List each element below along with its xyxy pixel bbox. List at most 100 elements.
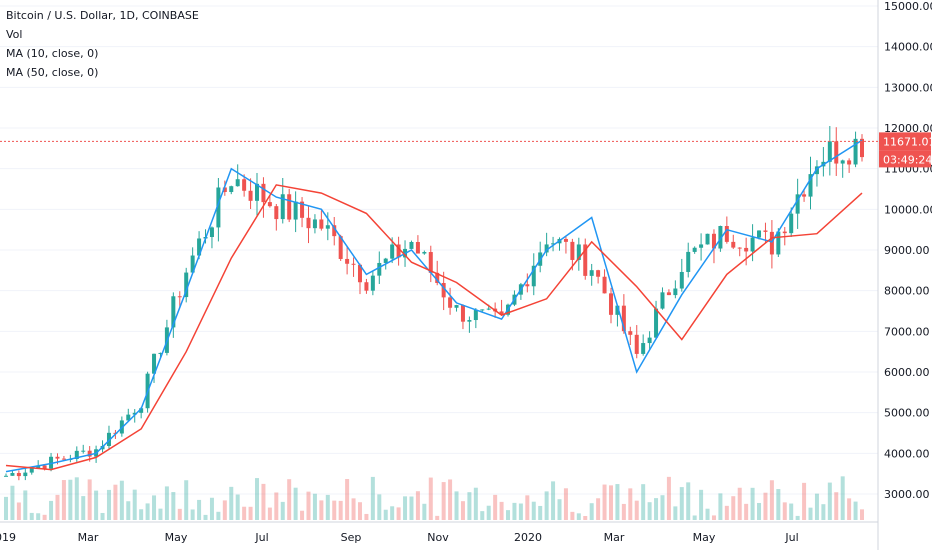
ma10-label[interactable]: MA (10, close, 0) bbox=[6, 47, 99, 60]
vol-label[interactable]: Vol bbox=[6, 28, 23, 41]
candle-body bbox=[415, 241, 420, 254]
candle-body bbox=[10, 472, 15, 476]
volume-bar bbox=[203, 514, 208, 520]
candle-body bbox=[583, 244, 588, 276]
volume-bar bbox=[860, 509, 864, 520]
volume-bar bbox=[647, 502, 652, 520]
volume-bar bbox=[795, 515, 800, 520]
volume-bar bbox=[94, 490, 99, 520]
candle-body bbox=[621, 305, 626, 332]
candle-body bbox=[448, 297, 453, 308]
volume-bar bbox=[300, 510, 305, 520]
volume-bar bbox=[679, 487, 684, 520]
volume-bar bbox=[55, 494, 60, 520]
candle-body bbox=[267, 202, 272, 207]
candle-body bbox=[248, 190, 253, 201]
volume-bar bbox=[61, 480, 66, 520]
volume-bar bbox=[525, 495, 530, 520]
candle-body bbox=[686, 251, 691, 272]
ma50-label[interactable]: MA (50, close, 0) bbox=[6, 66, 99, 79]
candle-body bbox=[197, 238, 202, 256]
symbol-title[interactable]: Bitcoin / U.S. Dollar, 1D, COINBASE bbox=[6, 9, 199, 22]
y-tick-label: 10000.00 bbox=[884, 203, 932, 216]
volume-bar bbox=[280, 501, 285, 520]
volume-bar bbox=[673, 506, 678, 520]
volume-bar bbox=[229, 486, 234, 520]
candle-body bbox=[209, 227, 214, 238]
volume-bar bbox=[634, 500, 639, 520]
candle-body bbox=[325, 225, 330, 229]
candle-body bbox=[422, 252, 427, 254]
volume-bar bbox=[660, 495, 665, 520]
volume-bar bbox=[480, 511, 485, 520]
volume-bar bbox=[267, 507, 272, 520]
volume-bar bbox=[789, 503, 794, 520]
candle-body bbox=[525, 284, 530, 287]
x-tick-label: May bbox=[165, 531, 188, 544]
volume-bar bbox=[692, 515, 697, 520]
candle-body bbox=[737, 247, 742, 249]
candle-body bbox=[377, 262, 382, 276]
price-badge bbox=[879, 132, 931, 151]
candle-body bbox=[87, 450, 92, 457]
candle-body bbox=[158, 352, 163, 354]
candle-body bbox=[769, 231, 774, 255]
volume-bar bbox=[377, 494, 382, 520]
volume-bar bbox=[36, 513, 41, 520]
candle-body bbox=[467, 320, 472, 322]
candle-body bbox=[499, 311, 504, 315]
volume-bar bbox=[847, 498, 852, 520]
volume-bar bbox=[531, 501, 536, 520]
volume-bar bbox=[435, 515, 440, 520]
volume-bar bbox=[106, 489, 111, 520]
y-tick-label: 12000.00 bbox=[884, 122, 932, 135]
volume-bar bbox=[538, 505, 543, 520]
volume-bar bbox=[724, 505, 729, 520]
candle-body bbox=[596, 270, 601, 277]
volume-bar bbox=[4, 496, 8, 520]
candle-body bbox=[840, 160, 845, 164]
candle-body bbox=[23, 472, 28, 477]
candle-body bbox=[705, 233, 710, 245]
volume-bar bbox=[460, 501, 465, 520]
volume-bar bbox=[49, 500, 54, 520]
candle-body bbox=[287, 194, 292, 220]
candle-body bbox=[81, 450, 86, 452]
candle-body bbox=[860, 138, 864, 158]
volume-bar bbox=[235, 494, 240, 520]
volume-bar bbox=[306, 491, 311, 520]
candle-body bbox=[853, 138, 858, 165]
volume-bar bbox=[319, 500, 324, 520]
volume-bar bbox=[396, 507, 401, 520]
candle-body bbox=[711, 233, 716, 249]
candle-body bbox=[827, 141, 832, 162]
volume-bar bbox=[139, 509, 144, 520]
volume-bar bbox=[654, 498, 659, 520]
candle-body bbox=[280, 194, 285, 220]
volume-bar bbox=[403, 496, 408, 520]
volume-bar bbox=[808, 507, 813, 520]
volume-bar bbox=[621, 503, 626, 520]
candle-body bbox=[576, 244, 581, 260]
volume-bar bbox=[441, 482, 446, 520]
candle-body bbox=[171, 296, 176, 328]
volume-bar bbox=[312, 493, 317, 520]
candle-body bbox=[608, 293, 613, 315]
volume-bar bbox=[589, 503, 594, 520]
candle-body bbox=[666, 292, 671, 296]
volume-bar bbox=[383, 509, 388, 520]
volume-bar bbox=[119, 480, 124, 520]
volume-bar bbox=[596, 498, 601, 520]
candle-body bbox=[235, 179, 240, 187]
candle-body bbox=[229, 186, 234, 193]
y-tick-label: 6000.00 bbox=[884, 366, 930, 379]
volume-bar bbox=[415, 491, 420, 520]
candle-body bbox=[699, 244, 704, 248]
candle-body bbox=[396, 244, 401, 258]
candle-body bbox=[152, 353, 157, 374]
y-tick-label: 7000.00 bbox=[884, 325, 930, 338]
candle-body bbox=[808, 174, 813, 197]
volume-bar bbox=[628, 488, 633, 520]
volume-bar bbox=[145, 503, 150, 520]
